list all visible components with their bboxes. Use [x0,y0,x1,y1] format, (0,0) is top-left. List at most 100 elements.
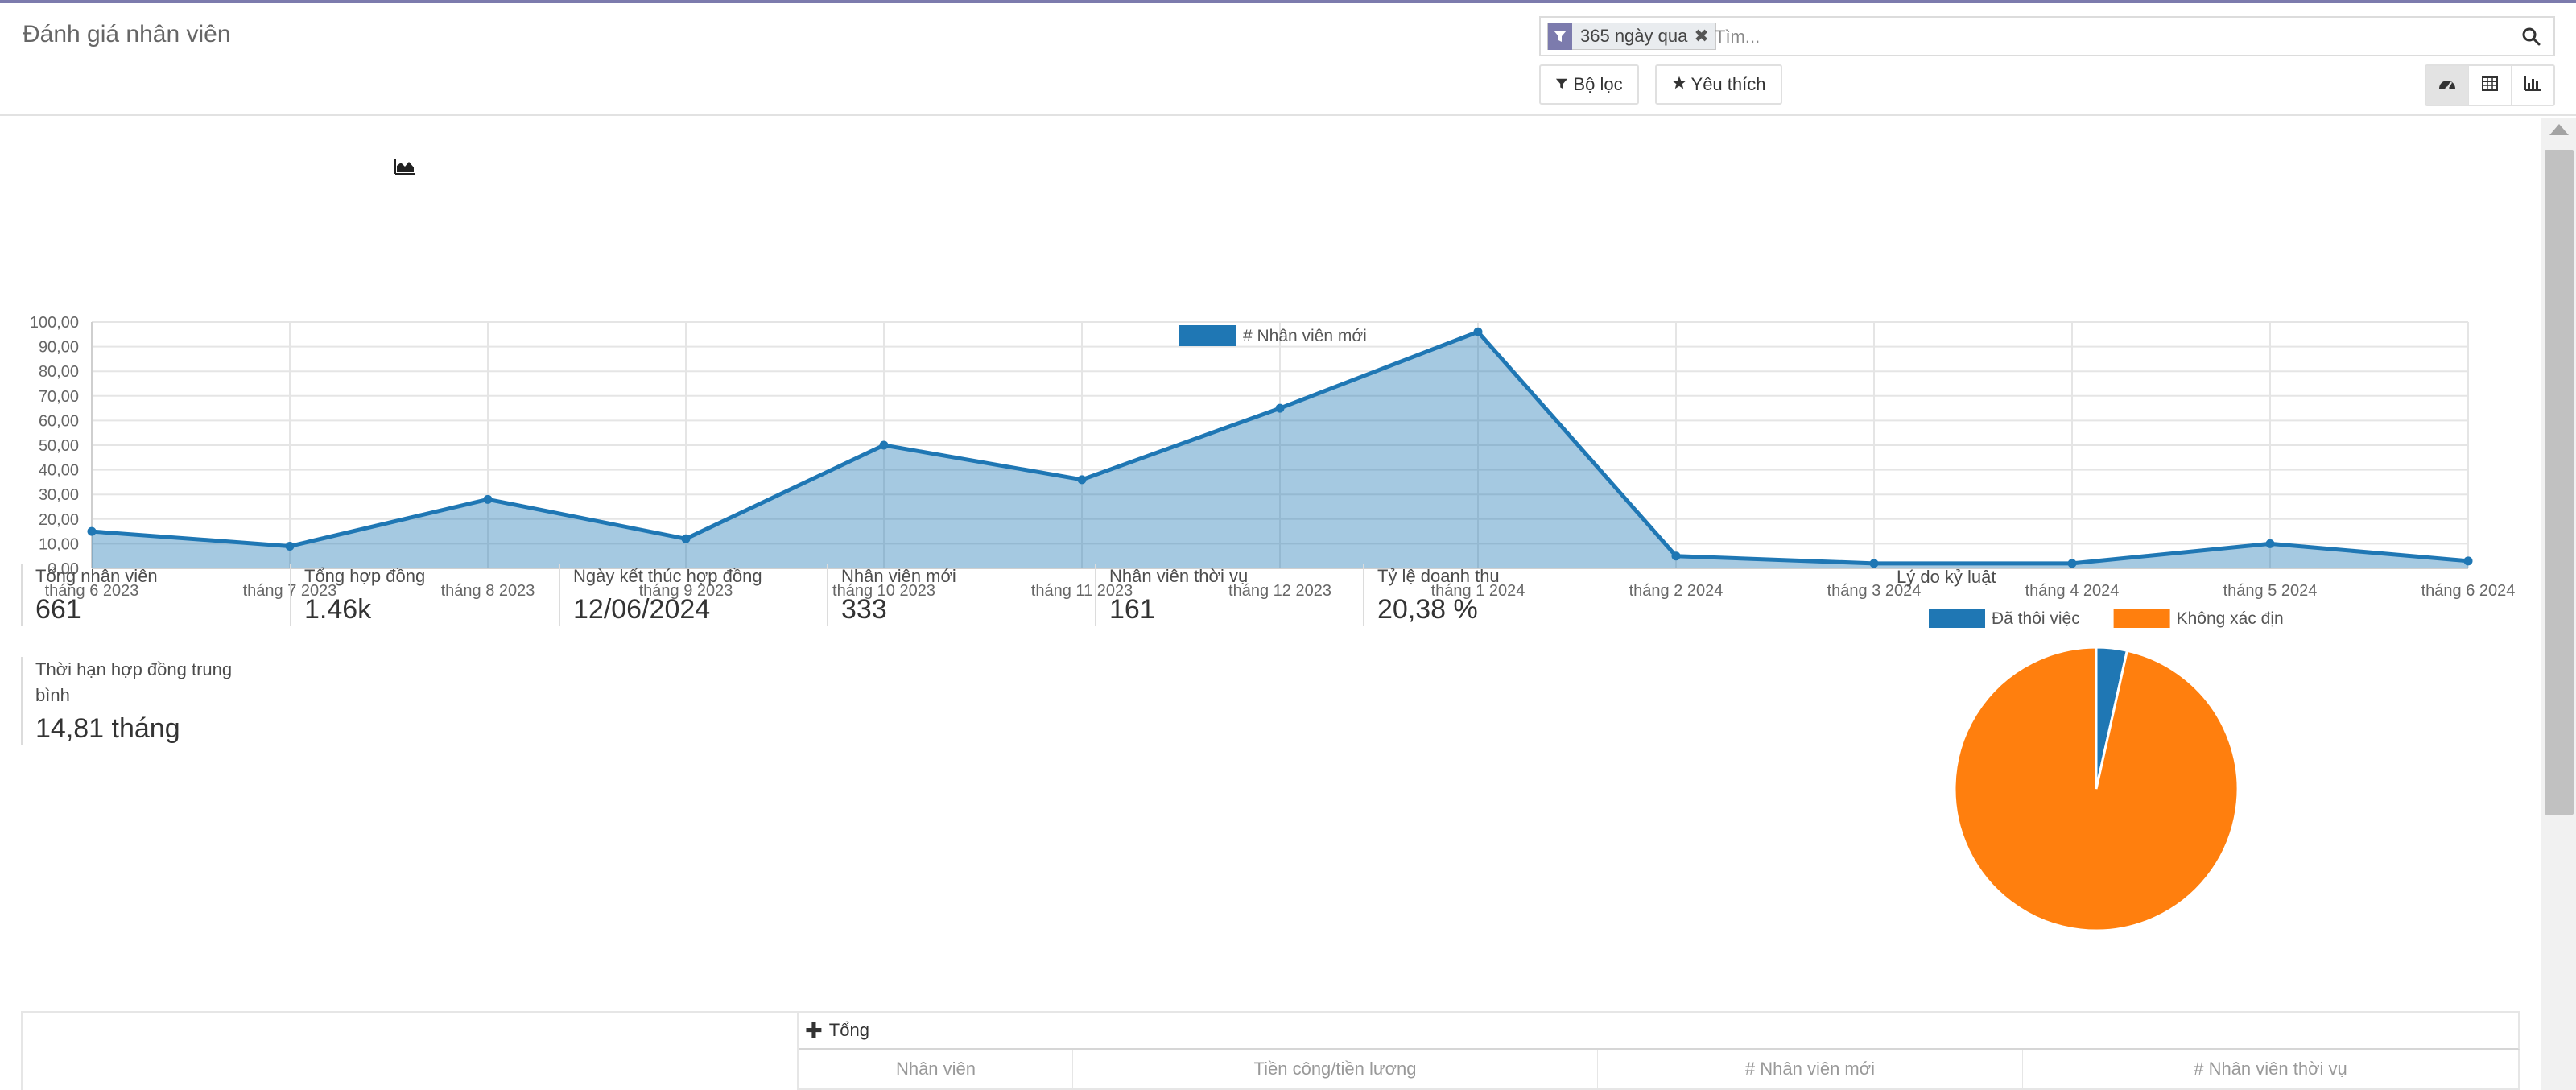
filters-button-label: Bộ lọc [1573,74,1623,94]
x-tick-label: tháng 3 2024 [1827,582,1922,600]
pie-slice [1953,646,2240,932]
search-input[interactable] [1715,24,2487,50]
y-tick-label: 90,00 [39,339,79,357]
stat-value: 20,38 % [1377,594,1478,625]
favorites-button[interactable]: Yêu thích [1655,64,1782,105]
search-icon[interactable] [2521,27,2542,47]
dashboard-view-button[interactable] [2426,66,2469,105]
star-icon [1672,74,1686,95]
top-accent-bar [0,0,2576,3]
stat-total-employees[interactable]: Tổng nhân viên 661 [21,564,262,626]
stat-value: 14,81 tháng [35,713,180,744]
stat-label: Ngày kết thúc hợp đồng [573,566,762,586]
stat-label: Tổng hợp đồng [304,566,426,586]
stat-label: Tỷ lệ doanh thu [1377,566,1500,586]
dashboard-content: 0,00 10,00 20,00 30,00 40,00 50,00 60,00 70,00 8… [0,118,2541,1090]
y-tick-label: 0,00 [47,560,79,578]
stat-label: Thời hạn hợp đồng trung bình [35,659,233,705]
page-title: Đánh giá nhân viên [23,21,231,47]
area-chart: 0,00 10,00 20,00 30,00 40,00 50,00 60,00 70,00 8… [30,314,2516,600]
y-tick-label: 80,00 [39,363,79,381]
stat-value: 1.46k [304,594,372,625]
bar-chart-icon [2524,76,2541,96]
y-tick-label: 50,00 [39,437,79,455]
stat-new-employees[interactable]: Nhân viên mới 333 [827,564,1068,626]
facet-remove-icon[interactable]: ✖ [1694,26,1709,46]
pivot-column-header[interactable]: # Nhân viên mới [1597,1050,2022,1088]
dashboard-icon [2438,76,2457,96]
stat-value: 333 [841,594,887,625]
stat-value: 661 [35,594,81,625]
data-point [1869,559,1879,568]
x-tick-label: tháng 4 2024 [2025,582,2120,600]
legend-label: Không xác định [2177,609,2283,628]
x-tick-label: tháng 12 2023 [1228,582,1331,600]
data-point [1077,475,1087,485]
pivot-view-button[interactable] [2469,66,2512,105]
x-tick-label: tháng 8 2023 [441,582,535,600]
legend-label: # Nhân viên mới [1243,327,1367,345]
pivot-column-header[interactable]: # Nhân viên thời vụ [2022,1050,2518,1088]
stat-turnover-rate[interactable]: Tỷ lệ doanh thu 20,38 % [1363,564,1604,626]
search-bar[interactable]: 365 ngày qua ✖ [1539,16,2555,56]
x-tick-label: tháng 9 2023 [639,582,733,600]
data-point [879,440,889,450]
data-point [2265,539,2275,548]
legend-swatch [1929,609,1985,628]
pivot-header-label: Tổng [828,1020,869,1040]
view-switcher [2425,64,2555,106]
scroll-up-icon[interactable] [2549,124,2569,135]
pivot-column-header[interactable]: Nhân viên [799,1050,1072,1088]
x-tick-label: tháng 5 2024 [2223,582,2318,600]
vertical-scrollbar[interactable] [2541,118,2576,1090]
pie-chart: Đã thôi việc Không xác định [1929,609,2283,932]
data-point [2067,559,2077,568]
stat-label: Nhân viên thời vụ [1109,566,1249,586]
filter-icon [1548,23,1572,50]
data-point [1473,327,1483,336]
stat-value: 12/06/2024 [573,594,711,625]
x-tick-label: tháng 1 2024 [1431,582,1525,600]
control-panel: Đánh giá nhân viên 365 ngày qua ✖ Bộ lọc… [0,3,2576,116]
data-point [681,534,691,543]
pivot-header-total[interactable]: ✚ Tổng [799,1011,2520,1050]
stat-total-contracts[interactable]: Tổng hợp đồng 1.46k [290,564,531,626]
x-tick-label: tháng 11 2023 [1031,582,1133,600]
legend-swatch [2113,609,2170,628]
filter-icon [1555,74,1568,95]
stat-label: Tổng nhân viên [35,566,158,586]
area-chart-icon[interactable] [394,158,415,175]
stat-value: 161 [1109,594,1155,625]
x-tick-label: tháng 10 2023 [832,582,935,600]
pivot-column-header[interactable]: Tiền công/tiền lương [1072,1050,1597,1088]
x-tick-label: tháng 6 2023 [45,582,139,600]
legend-swatch [1179,325,1236,346]
stat-avg-contract-duration[interactable]: Thời hạn hợp đồng trung bình 14,81 tháng [21,657,254,745]
x-tick-label: tháng 2 2024 [1629,582,1724,600]
stat-label: Nhân viên mới [841,566,956,586]
pivot-measure-headers: Nhân viên Tiền công/tiền lương # Nhân vi… [799,1050,2520,1090]
data-point [285,541,295,551]
y-tick-label: 100,00 [30,314,79,332]
search-facet[interactable]: 365 ngày qua ✖ [1547,23,1716,50]
stat-temporary-employees[interactable]: Nhân viên thời vụ 161 [1095,564,1336,626]
graph-view-button[interactable] [2512,66,2553,105]
facet-label: 365 ngày qua [1580,26,1688,46]
table-icon [2482,76,2498,95]
data-point [2463,556,2473,566]
stat-contract-end-date[interactable]: Ngày kết thúc hợp đồng 12/06/2024 [559,564,800,626]
legend-label: Đã thôi việc [1992,609,2080,628]
x-tick-label: tháng 6 2024 [2421,582,2516,600]
data-point [87,526,97,536]
scrollbar-thumb[interactable] [2545,150,2574,815]
y-tick-label: 60,00 [39,412,79,430]
pie-chart-title: Lý do kỷ luật [1897,567,1996,587]
series-area [92,332,2468,568]
plus-icon: ✚ [805,1018,823,1043]
data-point [483,494,493,504]
filters-button[interactable]: Bộ lọc [1539,64,1639,105]
y-tick-label: 40,00 [39,462,79,480]
favorites-button-label: Yêu thích [1690,74,1766,94]
y-tick-label: 30,00 [39,486,79,504]
data-point [1275,403,1285,413]
